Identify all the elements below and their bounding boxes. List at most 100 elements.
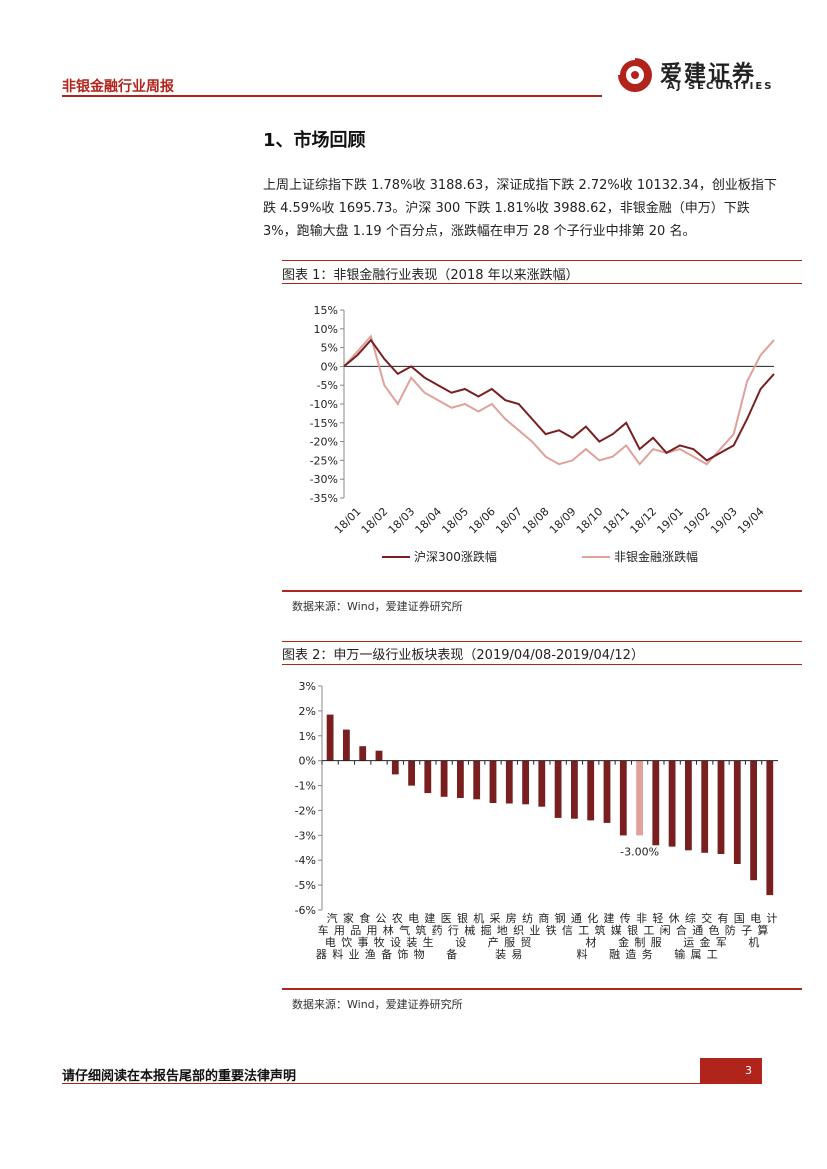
bar — [619, 760, 627, 836]
x-tick-label: 计算机 — [748, 912, 777, 949]
bar — [375, 750, 383, 761]
x-tick-label: 银行 — [448, 911, 468, 937]
y-tick-label: -4% — [295, 854, 316, 867]
bar — [652, 760, 660, 846]
x-tick-label: 交通运输 — [674, 911, 712, 961]
x-tick-label: 电子 — [741, 912, 761, 937]
x-tick-label: 医药生物 — [414, 912, 452, 961]
bar — [359, 746, 367, 761]
logo-text-en: AJ SECURITIES — [667, 81, 774, 92]
x-tick-label: 有色金属 — [691, 911, 729, 961]
legal-notice: 请仔细阅读在本报告尾部的重要法律声明 — [62, 1069, 297, 1084]
bar — [717, 760, 725, 854]
y-tick-label: 0% — [321, 360, 338, 373]
bar — [343, 729, 350, 761]
x-tick-label: 汽车 — [318, 911, 338, 937]
bar — [489, 760, 497, 803]
figure1-title: 图表 1：非银金融行业表现（2018 年以来涨跌幅） — [282, 268, 579, 283]
y-tick-label: -2% — [295, 804, 316, 817]
header-divider — [62, 95, 602, 97]
x-tick-label: 19/01 — [654, 505, 686, 537]
x-tick-label: 国防军工 — [707, 912, 745, 961]
x-tick-label: 非银金融 — [609, 912, 647, 961]
y-tick-label: 2% — [299, 705, 316, 718]
x-tick-label: 综合 — [676, 911, 696, 937]
x-tick-label: 机械设备 — [446, 911, 484, 961]
bar — [408, 760, 415, 786]
logo-icon — [614, 54, 652, 92]
figure1-source: 数据来源：Wind，爱建证券研究所 — [292, 600, 463, 613]
x-tick-label: 钢铁 — [546, 912, 566, 937]
bar — [554, 760, 562, 818]
x-tick-label: 农林牧渔 — [365, 911, 403, 961]
series-line-1 — [343, 338, 775, 462]
bar — [636, 760, 643, 836]
x-tick-label: 18/08 — [520, 505, 552, 537]
y-tick-label: 1% — [299, 730, 316, 743]
x-tick-label: 18/09 — [547, 505, 579, 537]
x-tick-label: 家用电器 — [316, 911, 354, 961]
x-tick-label: 18/11 — [601, 505, 633, 537]
footer-divider — [62, 1083, 702, 1084]
y-tick-label: -10% — [310, 398, 338, 411]
bar — [685, 760, 692, 851]
x-tick-label: 房地产 — [488, 912, 517, 949]
y-tick-label: -15% — [310, 417, 338, 430]
x-tick-label: 18/12 — [628, 505, 660, 537]
series-line-2 — [343, 334, 775, 466]
logo-text-cn: 爱建证券 — [660, 62, 757, 87]
x-tick-label: 公用事业 — [349, 912, 387, 961]
figure2-source: 数据来源：Wind，爱建证券研究所 — [292, 998, 463, 1011]
x-tick-label: 18/07 — [493, 505, 525, 537]
y-tick-label: 15% — [314, 304, 338, 317]
legend-label: 非银金融涨跌幅 — [614, 549, 698, 564]
y-tick-label: -3% — [295, 829, 316, 842]
x-tick-label: 18/10 — [574, 505, 606, 537]
bar — [326, 714, 334, 761]
x-tick-label: 传媒 — [611, 912, 631, 937]
x-tick-label: 18/03 — [386, 505, 418, 537]
y-tick-label: -30% — [310, 473, 338, 486]
y-tick-label: 3% — [299, 680, 316, 693]
x-tick-label: 18/05 — [439, 505, 471, 537]
bar — [766, 760, 774, 896]
bar — [668, 760, 676, 847]
y-tick-label: -20% — [310, 436, 338, 449]
bar — [391, 760, 399, 775]
figure2-bottom-rule — [282, 988, 802, 990]
bar — [587, 760, 595, 821]
x-tick-label: 休闲服务 — [642, 912, 680, 961]
figure1-title-rule — [282, 283, 802, 284]
x-tick-label: 19/03 — [708, 505, 740, 537]
section-title: 1、市场回顾 — [263, 130, 366, 151]
bar — [473, 760, 481, 800]
x-tick-label: 纺织服装 — [495, 911, 533, 961]
x-tick-label: 19/04 — [735, 505, 767, 537]
legend-label: 沪深300涨跌幅 — [414, 549, 497, 564]
header-title: 非银金融行业周报 — [62, 79, 174, 95]
bar — [424, 760, 432, 794]
x-tick-label: 化工 — [578, 911, 598, 937]
bar — [733, 760, 741, 864]
bar — [603, 760, 611, 823]
x-tick-label: 18/06 — [466, 505, 498, 537]
x-tick-label: 19/02 — [681, 505, 713, 537]
x-tick-label: 18/01 — [332, 505, 364, 537]
market-review-paragraph: 上周上证综指下跌 1.78%收 3188.63，深证成指下跌 2.72%收 10… — [263, 178, 777, 239]
bar — [701, 760, 709, 853]
x-tick-label: 电气设备 — [381, 912, 419, 961]
y-tick-label: -1% — [295, 780, 316, 793]
bar-chart: 3% 2% 1% 0% -1% -2% -3% -4% -5% -6%汽车家用电器食品饮料公用事业… — [295, 680, 778, 961]
x-tick-label: 建筑装饰 — [397, 911, 435, 961]
figure1-bottom-rule — [282, 590, 802, 592]
y-tick-label: 0% — [299, 755, 316, 768]
figure2-title-rule — [282, 664, 802, 665]
bar-data-label: -3.00% — [620, 845, 659, 858]
y-tick-label: -5% — [295, 879, 316, 892]
x-tick-label: 通信 — [562, 912, 582, 937]
bar — [571, 760, 578, 819]
x-tick-label: 18/04 — [413, 505, 445, 537]
bar — [538, 760, 546, 807]
bar — [440, 760, 448, 797]
line-chart: 15%10%5%0%-5%-10%-15%-20%-25%-30%-35%18/… — [310, 304, 775, 564]
